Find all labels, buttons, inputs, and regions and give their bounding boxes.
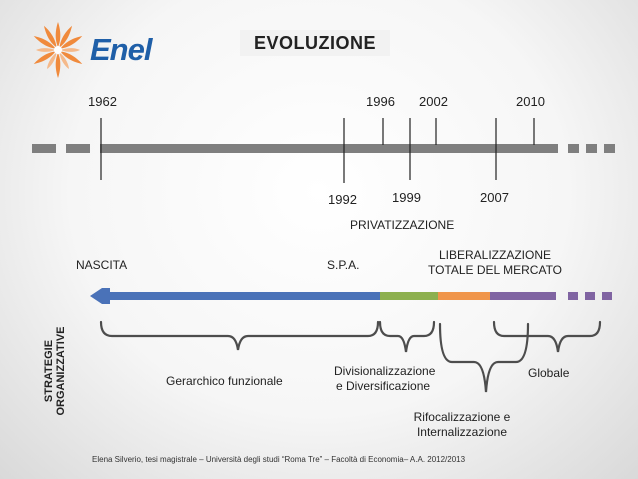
strategie-label-line1: STRATEGIE <box>43 339 55 403</box>
brace-gerarchico <box>99 320 380 351</box>
timeline-dash <box>66 144 90 153</box>
year-2010: 2010 <box>516 94 545 109</box>
label-privatizzazione: PRIVATIZZAZIONE <box>350 218 455 232</box>
label-divisionalizzazione: Divisionalizzazione e Diversificazione <box>320 364 460 394</box>
enel-logo: Enel <box>28 20 168 80</box>
brace-globale <box>492 320 602 353</box>
page-title: EVOLUZIONE <box>240 30 390 56</box>
year-1992: 1992 <box>328 192 357 207</box>
label-nascita: NASCITA <box>76 258 128 272</box>
phase-bar-green <box>380 292 438 300</box>
footer-credit: Elena Silverio, tesi magistrale – Univer… <box>92 455 466 464</box>
phase-dash <box>585 292 595 300</box>
label-gerarchico: Gerarchico funzionale <box>166 374 283 388</box>
phase-bar-orange <box>438 292 490 300</box>
label-globale: Globale <box>528 366 570 380</box>
label-spa: S.P.A. <box>327 258 360 272</box>
timeline-bar <box>100 144 558 153</box>
label-rifocalizzazione: Rifocalizzazione e Internalizzazione <box>394 410 530 440</box>
year-1962: 1962 <box>88 94 117 109</box>
timeline-dash <box>604 144 615 153</box>
label-liberalizzazione-line1: LIBERALIZZAZIONE <box>438 248 552 262</box>
label-liberalizzazione: LIBERALIZZAZIONE TOTALE DEL MERCATO <box>420 248 570 278</box>
phase-arrow-head <box>90 288 110 304</box>
brace-divisionalizzazione <box>378 320 436 353</box>
strategie-label-line2: ORGANIZZATIVE <box>55 326 67 416</box>
year-1999: 1999 <box>392 190 421 205</box>
year-1996: 1996 <box>366 94 395 109</box>
brace-rifocalizzazione <box>438 322 530 393</box>
timeline-dash <box>568 144 579 153</box>
label-divisionalizzazione-line1: Divisionalizzazione <box>334 364 436 378</box>
phase-bar-purple <box>490 292 556 300</box>
year-2007: 2007 <box>480 190 509 205</box>
phase-dash <box>602 292 612 300</box>
timeline-dash <box>32 144 56 153</box>
label-liberalizzazione-line2: TOTALE DEL MERCATO <box>427 263 563 277</box>
label-rifocalizzazione-line1: Rifocalizzazione e <box>413 410 511 424</box>
label-rifocalizzazione-line2: Internalizzazione <box>416 425 508 439</box>
timeline-dash <box>586 144 597 153</box>
year-2002: 2002 <box>419 94 448 109</box>
enel-flower-icon <box>33 22 83 78</box>
logo-text: Enel <box>90 32 152 67</box>
label-divisionalizzazione-line2: e Diversificazione <box>336 379 431 393</box>
phase-dash <box>568 292 578 300</box>
strategie-organizzative-label: STRATEGIE ORGANIZZATIVE <box>30 316 80 426</box>
phase-bar-blue <box>106 292 380 300</box>
